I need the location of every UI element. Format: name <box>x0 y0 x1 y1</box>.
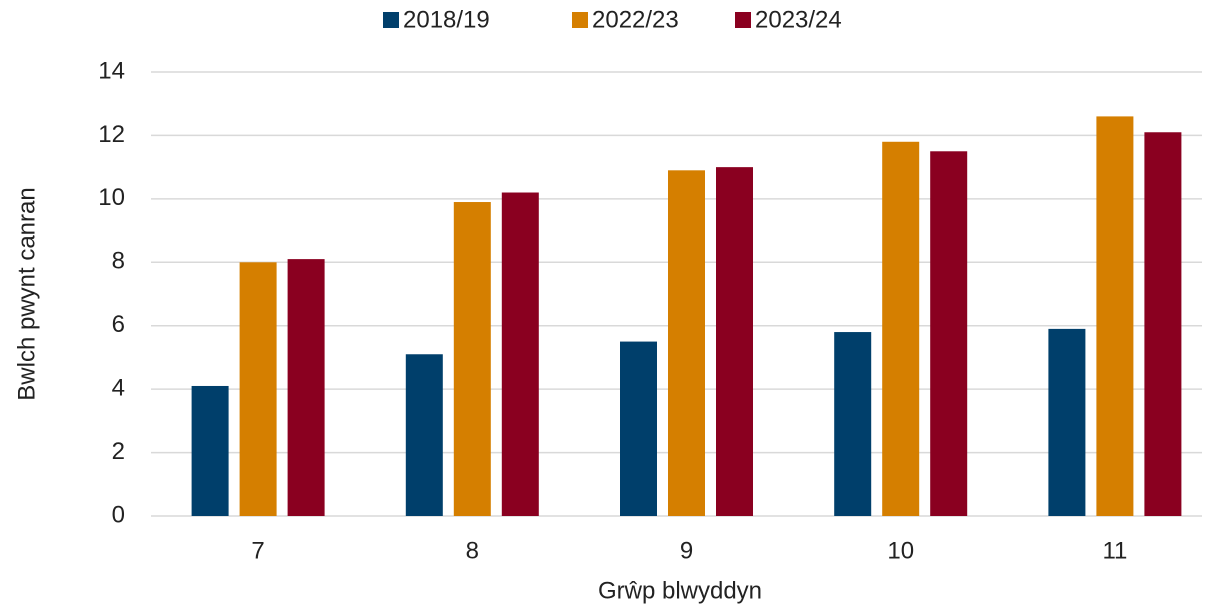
y-tick-label: 14 <box>98 57 125 84</box>
y-tick-label: 8 <box>112 248 125 275</box>
bar <box>668 170 705 517</box>
y-tick-label: 6 <box>112 311 125 338</box>
x-axis-label: Grŵp blwyddyn <box>598 577 762 604</box>
legend-label: 2018/19 <box>403 6 490 33</box>
x-tick-label: 8 <box>466 537 479 564</box>
x-tick-label: 10 <box>887 537 914 564</box>
bar <box>930 151 968 517</box>
bar <box>882 141 920 516</box>
bar <box>716 167 753 516</box>
y-axis-label: Bwlch pwynt canran <box>13 187 40 400</box>
y-tick-label: 10 <box>98 184 125 211</box>
legend-swatch <box>572 12 588 28</box>
y-tick-label: 0 <box>112 501 125 528</box>
bar <box>1144 132 1182 516</box>
bar <box>1048 328 1086 516</box>
bar <box>191 385 229 516</box>
bar <box>834 332 872 516</box>
x-tick-label: 11 <box>1102 537 1127 564</box>
bar <box>501 192 539 516</box>
legend-label: 2022/23 <box>592 6 679 33</box>
bar <box>239 262 277 516</box>
bar <box>1096 116 1134 517</box>
legend-label: 2023/24 <box>755 6 842 33</box>
x-tick-label: 7 <box>251 537 264 564</box>
y-tick-label: 4 <box>112 374 125 401</box>
x-tick-label: 9 <box>680 537 693 564</box>
y-tick-label: 12 <box>98 121 125 148</box>
legend-swatch <box>383 12 399 28</box>
bar <box>453 202 491 516</box>
legend-swatch <box>735 12 751 28</box>
bar <box>405 354 443 516</box>
bar <box>620 341 657 516</box>
y-tick-label: 2 <box>112 438 125 465</box>
bar <box>287 259 325 516</box>
